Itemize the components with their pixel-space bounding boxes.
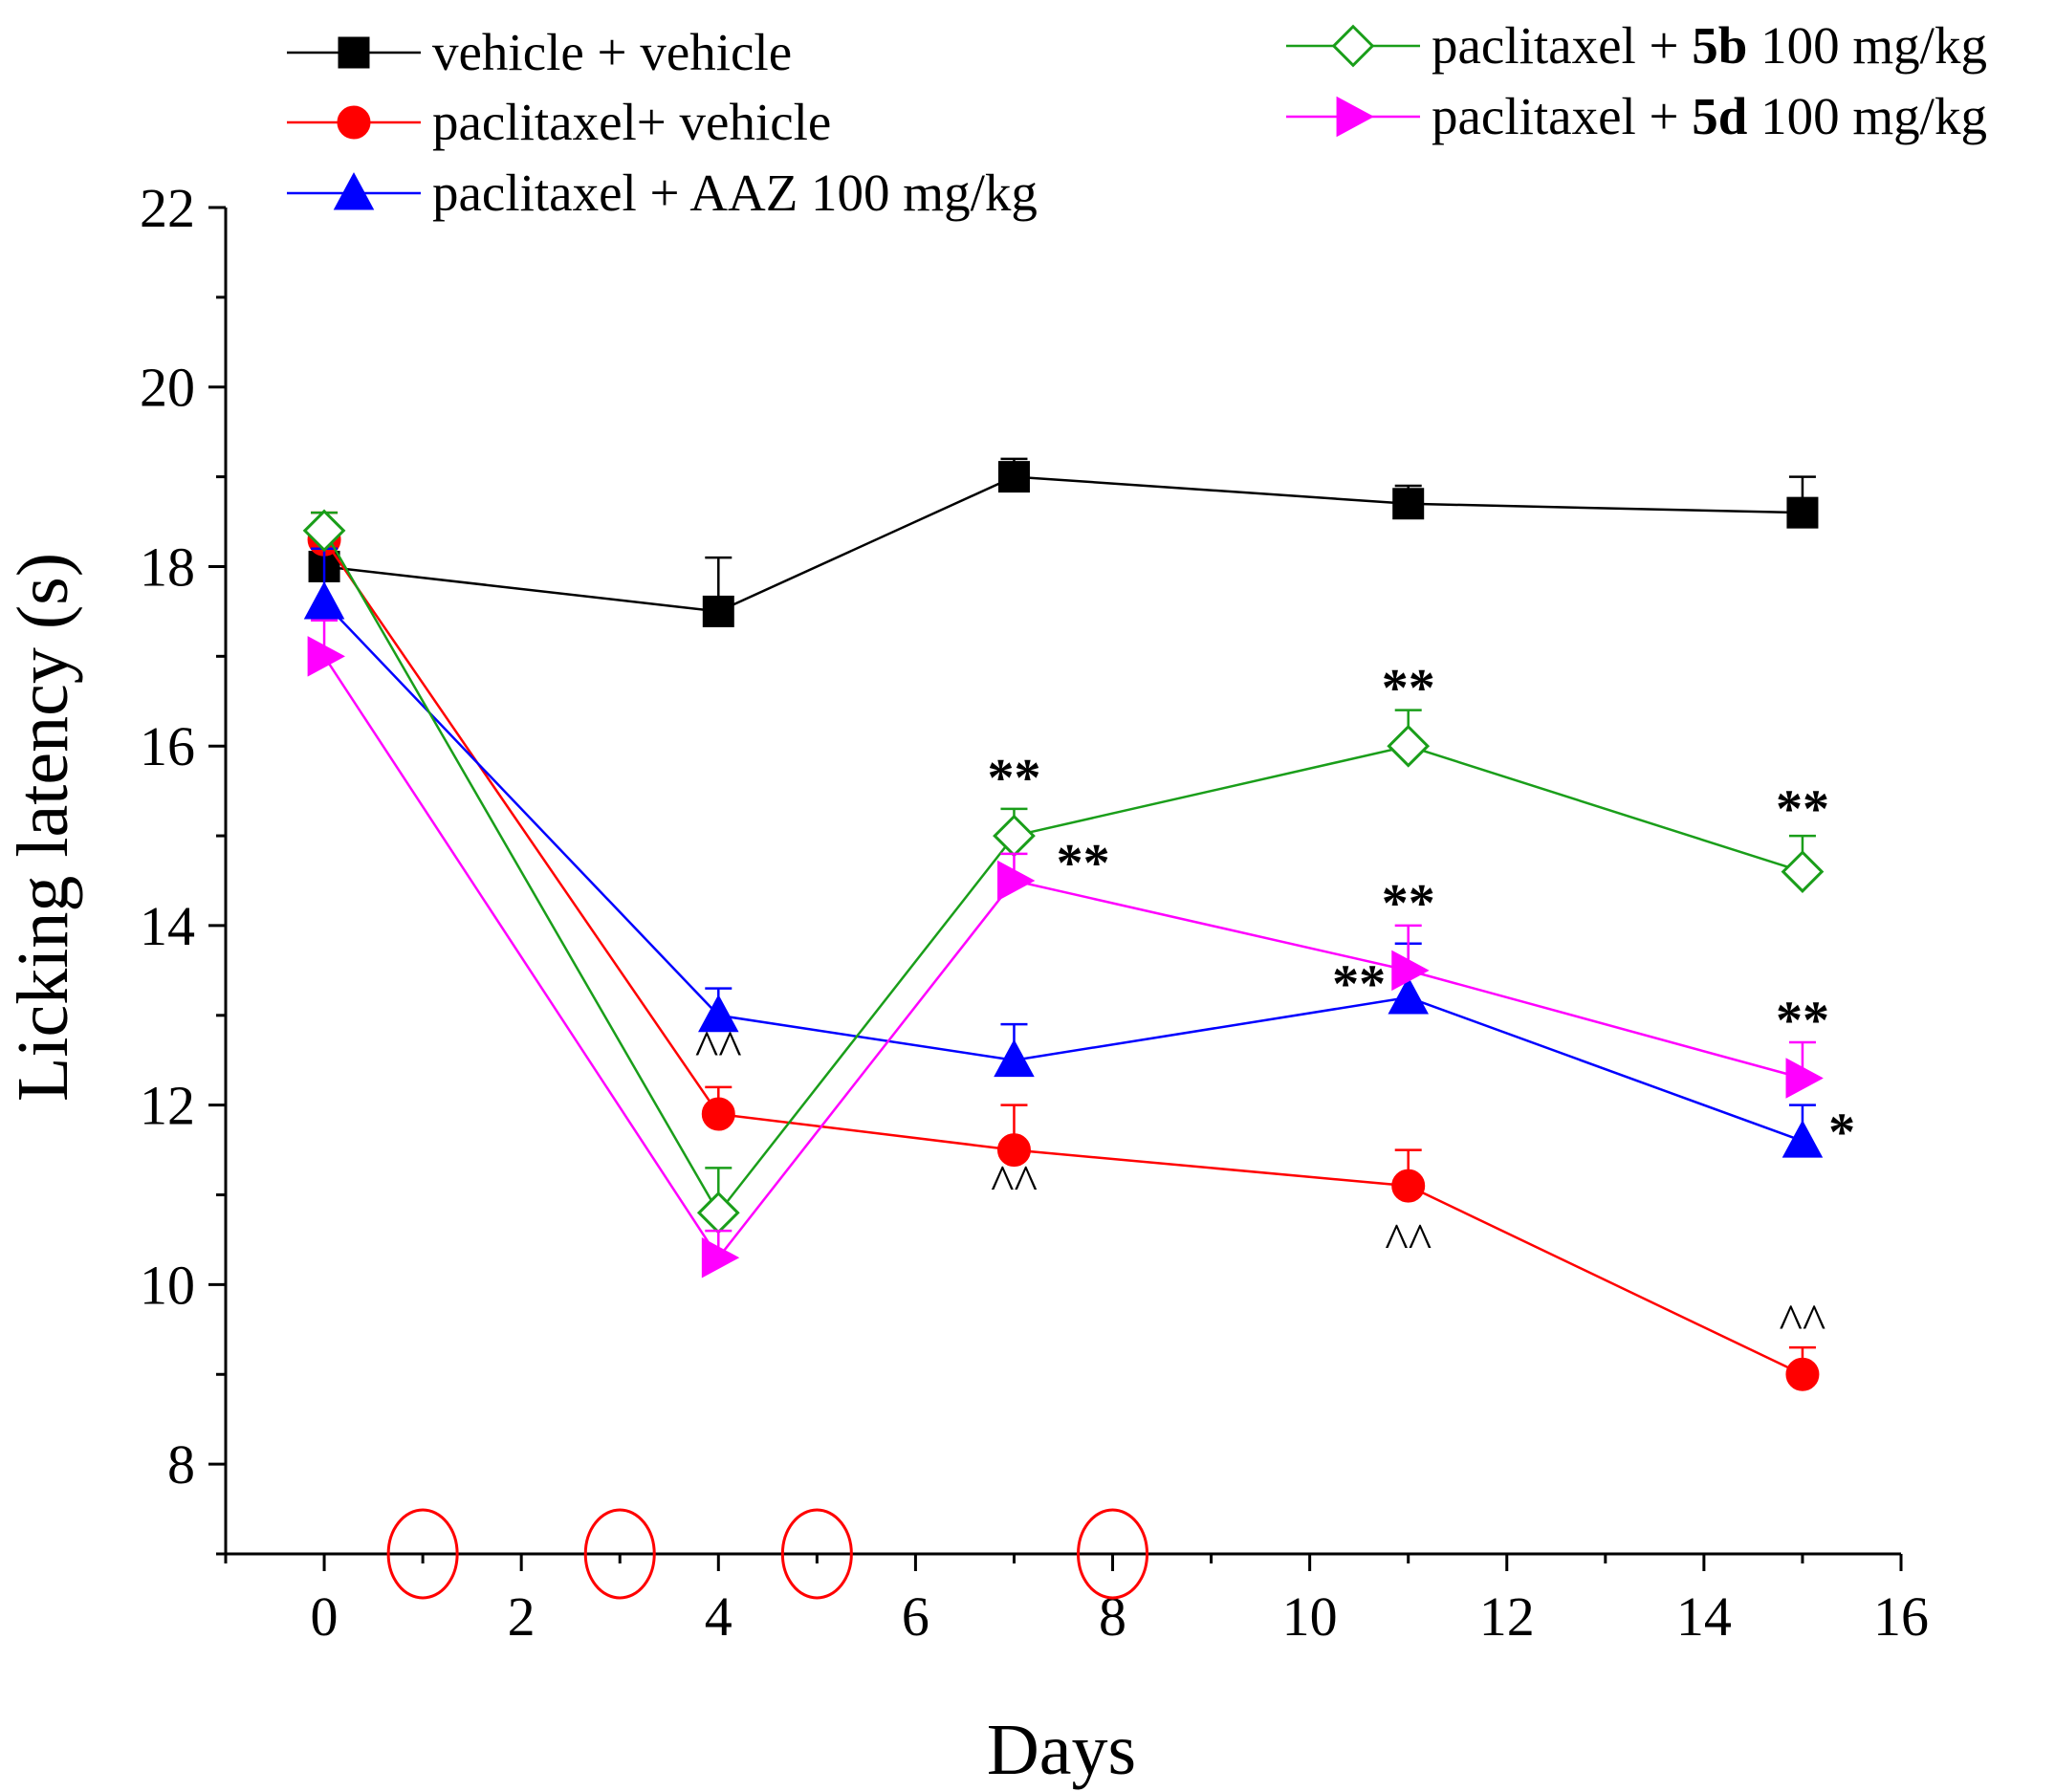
data-point (303, 581, 345, 620)
legend-label: paclitaxel + AAZ 100 mg/kg (432, 164, 1038, 222)
data-point (698, 994, 739, 1033)
legend-label: paclitaxel+ vehicle (432, 93, 831, 151)
y-axis-title: Licking latency (s) (3, 553, 83, 1102)
series-line (323, 538, 1804, 1376)
data-point (1785, 1058, 1824, 1099)
data-point (1392, 488, 1425, 520)
significance-stars: ** (1382, 874, 1435, 933)
legend-label: paclitaxel + 5d 100 mg/kg (1432, 87, 1987, 145)
y-tick-label: 14 (140, 895, 195, 957)
series-5 (307, 619, 1824, 1278)
legend-label-part: 5d (1692, 87, 1747, 145)
series-line (323, 475, 1803, 613)
y-tick-label: 22 (140, 177, 195, 239)
x-tick-label: 10 (1282, 1585, 1338, 1648)
significance-carets: ^^ (991, 1156, 1038, 1211)
x-axis-title: Days (987, 1710, 1136, 1790)
x-tick-label: 6 (902, 1585, 929, 1648)
series-4 (302, 509, 1825, 1235)
legend-label: vehicle + vehicle (432, 23, 792, 81)
data-point (1786, 496, 1819, 529)
series-1 (308, 457, 1819, 627)
x-tick-label: 2 (508, 1585, 536, 1648)
legend-label-part: 5b (1692, 16, 1747, 75)
legend-entry: paclitaxel + AAZ 100 mg/kg (287, 164, 1038, 222)
data-point (1391, 1169, 1426, 1203)
legend-label: paclitaxel + 5b 100 mg/kg (1432, 16, 1987, 75)
significance-stars: ** (1332, 955, 1386, 1015)
legend-entry: paclitaxel+ vehicle (287, 93, 831, 151)
data-point (1781, 850, 1825, 893)
legend-marker (338, 36, 370, 69)
legend-label-part: paclitaxel+ vehicle (432, 93, 831, 151)
dosing-day-marker (386, 1508, 459, 1600)
data-point (1785, 1357, 1820, 1391)
series-2 (307, 511, 1820, 1391)
x-tick-label: 0 (311, 1585, 339, 1648)
significance-annotations: ^^^^^^^^*************** (695, 659, 1855, 1350)
data-point (302, 509, 346, 553)
data-point (997, 461, 1030, 493)
significance-stars: ** (1057, 834, 1110, 893)
data-point (997, 860, 1036, 902)
y-tick-label: 10 (140, 1254, 195, 1316)
legend-label-part: 100 mg/kg (1747, 16, 1987, 75)
legend-marker (333, 172, 375, 210)
significance-stars: ** (1776, 991, 1829, 1050)
data-point (1387, 724, 1431, 768)
legend-entry: paclitaxel + 5b 100 mg/kg (1286, 16, 1987, 75)
data-point (696, 1191, 740, 1235)
data-point (702, 595, 734, 627)
data-point (701, 1236, 740, 1278)
series-3 (303, 547, 1824, 1158)
significance-stars: ** (1776, 780, 1829, 840)
significance-stars: ** (987, 749, 1040, 808)
legend-label-part: paclitaxel + (1432, 87, 1692, 145)
y-tick-label: 20 (140, 357, 195, 419)
data-point (307, 636, 345, 677)
legend-entry: paclitaxel + 5d 100 mg/kg (1286, 87, 1987, 145)
x-tick-label: 4 (705, 1585, 732, 1648)
legend-label-part: 100 mg/kg (1747, 87, 1987, 145)
data-point (1391, 950, 1430, 992)
y-tick-label: 16 (140, 715, 195, 777)
data-series (302, 457, 1825, 1391)
significance-carets: ^^ (1385, 1214, 1432, 1269)
legend-label-part: vehicle + vehicle (432, 23, 792, 81)
data-point (996, 1133, 1031, 1168)
data-point (1388, 976, 1429, 1015)
data-point (701, 1097, 735, 1131)
x-tick-label: 12 (1479, 1585, 1535, 1648)
y-tick-label: 18 (140, 535, 195, 598)
y-tick-label: 12 (140, 1075, 195, 1137)
dosing-day-marker (780, 1508, 853, 1600)
significance-carets: ^^ (695, 1021, 742, 1076)
data-point (994, 1038, 1035, 1078)
data-point (993, 814, 1036, 858)
dosing-markers (386, 1508, 1149, 1600)
x-tick-label: 16 (1873, 1585, 1929, 1648)
series-line (323, 655, 1804, 1260)
dosing-day-marker (1077, 1508, 1149, 1600)
legend-marker (1331, 24, 1375, 68)
dosing-day-marker (583, 1508, 656, 1600)
legend-marker (1336, 96, 1374, 138)
significance-stars: ** (1382, 659, 1435, 718)
legend: vehicle + vehicle paclitaxel+ vehicle pacl… (287, 16, 1987, 222)
data-point (1782, 1120, 1824, 1158)
y-tick-label: 8 (167, 1433, 195, 1496)
x-tick-label: 14 (1676, 1585, 1732, 1648)
legend-entry: vehicle + vehicle (287, 23, 792, 81)
legend-label-part: paclitaxel + (1432, 16, 1692, 75)
significance-stars: * (1828, 1104, 1855, 1163)
legend-label-part: paclitaxel + AAZ 100 mg/kg (432, 164, 1038, 222)
legend-marker (337, 105, 371, 140)
significance-carets: ^^ (1780, 1296, 1826, 1350)
